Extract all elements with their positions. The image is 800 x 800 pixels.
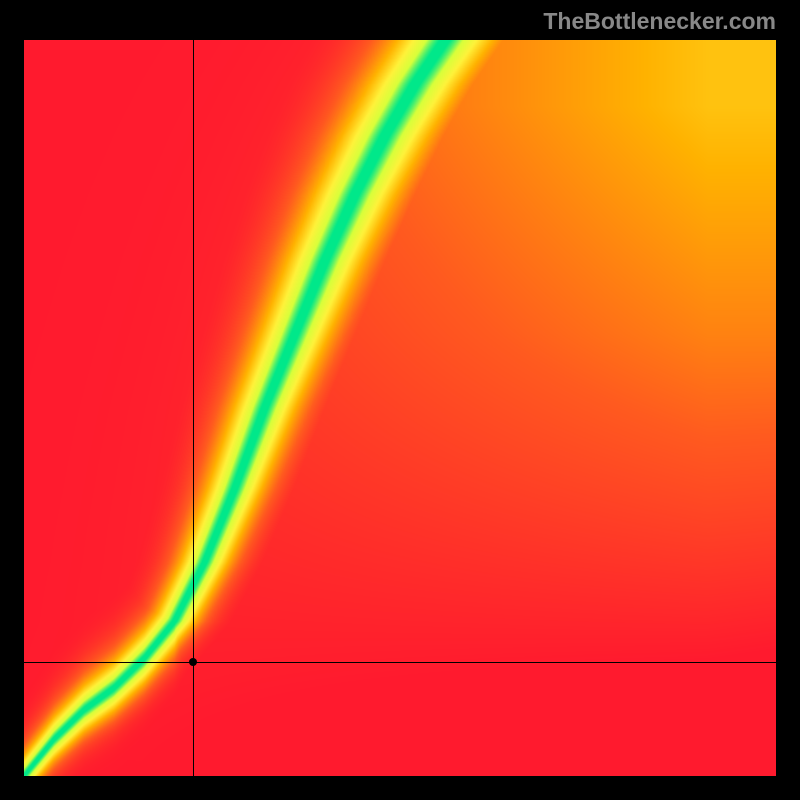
heatmap-plot [24,40,776,776]
watermark-text: TheBottlenecker.com [543,8,776,35]
heatmap-canvas [24,40,776,776]
